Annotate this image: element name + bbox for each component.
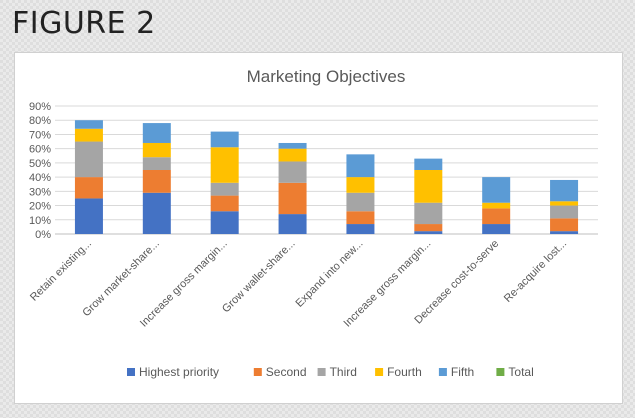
- bar-segment: [210, 182, 239, 196]
- y-tick-label: 30%: [29, 186, 51, 198]
- bar-segment: [278, 214, 307, 234]
- y-tick-label: 20%: [29, 201, 51, 213]
- bar-segment: [142, 157, 171, 170]
- legend-label: Highest priority: [139, 365, 219, 379]
- bar-segment: [74, 141, 103, 178]
- bar-segment: [550, 179, 579, 202]
- bar-segment: [210, 211, 239, 234]
- legend: Highest priority Second Third Fourth Fifth To…: [127, 365, 534, 379]
- chart-card: Marketing Objectives 0% 10% 20% 30% 40% 50% 60…: [14, 52, 623, 404]
- x-tick-label: Grow wallet-share...: [220, 238, 298, 316]
- bar-segment: [74, 128, 103, 142]
- bar-segment: [142, 192, 171, 234]
- bar-segment: [74, 177, 103, 199]
- bar-segment: [278, 148, 307, 162]
- x-axis-labels: Retain existing...Grow market-share...In…: [28, 238, 569, 330]
- bar-segment: [550, 218, 579, 232]
- y-tick-label: 60%: [29, 144, 51, 156]
- legend-swatch: [127, 368, 135, 376]
- bar-segment: [346, 192, 375, 212]
- bars: [74, 120, 579, 234]
- bar-segment: [414, 170, 443, 203]
- y-tick-label: 70%: [29, 129, 51, 141]
- x-tick-label: Re-acquire lost...: [502, 238, 569, 305]
- bar-segment: [210, 131, 239, 148]
- y-tick-label: 50%: [29, 158, 51, 170]
- y-tick-label: 10%: [29, 215, 51, 227]
- legend-swatch: [375, 368, 384, 376]
- bar-segment: [346, 224, 375, 234]
- bar-segment: [414, 224, 443, 232]
- bar-segment: [550, 231, 579, 234]
- legend-label: Fifth: [451, 365, 474, 379]
- y-axis-ticks: 0% 10% 20% 30% 40% 50% 60% 70% 80% 90%: [29, 101, 51, 241]
- stacked-bar-chart: Marketing Objectives 0% 10% 20% 30% 40% 50% 60…: [28, 67, 598, 379]
- bar-segment: [550, 205, 579, 219]
- bar-segment: [482, 208, 511, 225]
- bar-segment: [550, 201, 579, 206]
- chart-title: Marketing Objectives: [247, 67, 406, 86]
- x-tick-label: Grow market-share...: [80, 238, 162, 320]
- x-tick-label: Retain existing...: [28, 238, 94, 304]
- bar-segment: [482, 224, 511, 234]
- bar-segment: [482, 177, 511, 203]
- y-tick-label: 90%: [29, 101, 51, 113]
- bar-segment: [142, 170, 171, 193]
- bar-segment: [414, 202, 443, 225]
- figure-label: FIGURE 2: [12, 6, 156, 41]
- legend-label: Second: [266, 365, 307, 379]
- gridlines: [55, 105, 598, 235]
- legend-label: Third: [330, 365, 357, 379]
- bar-segment: [482, 202, 511, 209]
- bar-segment: [74, 120, 103, 129]
- bar-segment: [210, 147, 239, 183]
- bar-segment: [278, 161, 307, 183]
- legend-swatch: [496, 368, 505, 376]
- bar-segment: [346, 211, 375, 225]
- legend-swatch: [438, 368, 447, 376]
- x-tick-label: Expand into new...: [294, 238, 366, 310]
- legend-label: Fourth: [387, 365, 422, 379]
- y-tick-label: 0%: [35, 229, 51, 241]
- bar-segment: [346, 177, 375, 193]
- bar-segment: [210, 195, 239, 212]
- bar-segment: [74, 198, 103, 234]
- bar-segment: [278, 142, 307, 149]
- legend-label: Total: [508, 365, 533, 379]
- y-tick-label: 40%: [29, 172, 51, 184]
- y-tick-label: 80%: [29, 115, 51, 127]
- bar-segment: [278, 182, 307, 215]
- bar-segment: [346, 154, 375, 178]
- legend-swatch: [317, 368, 326, 376]
- bar-segment: [414, 231, 443, 234]
- bar-segment: [414, 158, 443, 170]
- bar-segment: [142, 123, 171, 143]
- bar-segment: [142, 142, 171, 158]
- legend-swatch: [253, 368, 262, 376]
